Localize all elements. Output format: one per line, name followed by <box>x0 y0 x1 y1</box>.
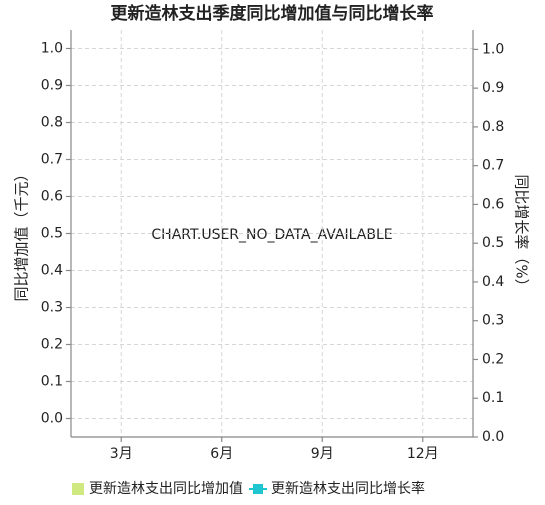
y2-tick-label: 1.0 <box>482 41 504 57</box>
y-axis-label: 同比增加值（千元） <box>13 166 31 301</box>
y2-tick-label: 0.9 <box>482 80 504 96</box>
y-tick-label: 0.2 <box>41 337 63 353</box>
x-tick-label: 6月 <box>210 446 233 462</box>
legend-swatch <box>72 483 84 495</box>
y2-tick-label: 0.8 <box>482 119 504 135</box>
no-data-message: CHART.USER_NO_DATA_AVAILABLE <box>151 227 392 243</box>
y-tick-label: 0.4 <box>41 263 63 279</box>
y2-tick-label: 0.6 <box>482 196 504 212</box>
y2-tick-label: 0.7 <box>482 158 504 174</box>
y2-tick-label: 0.4 <box>482 274 504 290</box>
y2-tick-label: 0.5 <box>482 235 504 251</box>
y-tick-label: 0.7 <box>41 152 63 168</box>
y-tick-label: 0.5 <box>41 226 63 242</box>
y2-axis-label: 同比增长率（%） <box>513 174 531 293</box>
y-tick-label: 0.8 <box>41 115 63 131</box>
y-tick-label: 0.0 <box>41 411 63 427</box>
y2-tick-label: 0.1 <box>482 390 504 406</box>
x-tick-label: 3月 <box>110 446 133 462</box>
y-tick-label: 1.0 <box>41 41 63 57</box>
y-tick-label: 0.9 <box>41 78 63 94</box>
legend-label: 更新造林支出同比增加值 <box>89 481 243 497</box>
x-tick-label: 9月 <box>311 446 334 462</box>
y2-tick-label: 0.3 <box>482 313 504 329</box>
chart-title: 更新造林支出季度同比增加值与同比增长率 <box>111 3 434 24</box>
x-tick-label: 12月 <box>407 446 439 462</box>
legend-swatch <box>253 484 263 494</box>
y2-tick-label: 0.0 <box>482 429 504 445</box>
y-tick-label: 0.3 <box>41 300 63 316</box>
legend-label: 更新造林支出同比增长率 <box>271 480 425 497</box>
y-tick-label: 0.1 <box>41 374 63 390</box>
y-tick-label: 0.6 <box>41 189 63 205</box>
y2-tick-label: 0.2 <box>482 351 504 367</box>
